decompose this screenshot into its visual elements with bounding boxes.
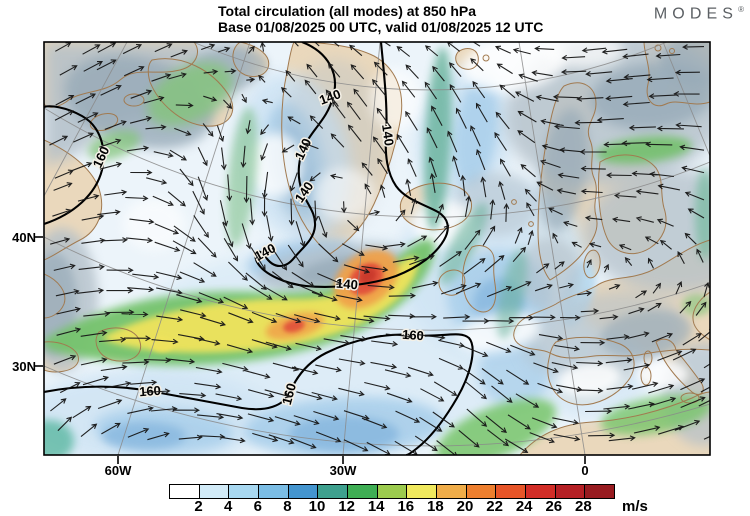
colorbar-area: 2 4 6 8 10 12 14 16 18 20 22 24 26 28 m/s (0, 482, 750, 516)
colorbar-segment (585, 485, 615, 498)
colorbar-tick-value: 2 (194, 498, 203, 515)
y-axis-label: 40N (12, 230, 36, 245)
map-frame (43, 41, 711, 456)
contour-label: 140 (379, 123, 397, 147)
colorbar-tick-value: 14 (367, 498, 385, 515)
contour-label: 160 (139, 383, 162, 399)
colorbar-tick-value: 24 (515, 498, 533, 515)
colorbar-segment (377, 485, 408, 498)
colorbar (169, 484, 615, 499)
colorbar-segment (555, 485, 586, 498)
contour-label: 140 (336, 276, 359, 293)
colorbar-unit: m/s (622, 498, 648, 515)
colorbar-segment (318, 485, 349, 498)
colorbar-tick-value: 20 (456, 498, 474, 515)
x-axis-label: 60W (104, 463, 132, 478)
contour-label: 160 (402, 327, 425, 343)
wind-arrow (49, 42, 710, 455)
colorbar-tick-value: 22 (486, 498, 503, 515)
modes-logo-text: MODES (653, 5, 739, 23)
colorbar-segment (496, 485, 527, 498)
colorbar-segment (199, 485, 230, 498)
colorbar-tick-value: 6 (253, 498, 262, 515)
colorbar-tick-value: 4 (224, 498, 233, 515)
colorbar-tick-value: 16 (397, 498, 415, 515)
colorbar-tick-value: 10 (308, 498, 326, 515)
colorbar-tick-value: 8 (283, 498, 292, 515)
contour-label: 160 (279, 382, 299, 407)
colorbar-tick-value: 26 (545, 498, 563, 515)
colorbar-segment (348, 485, 378, 498)
chart-title: Total circulation (all modes) at 850 hPa (218, 3, 477, 19)
axis-ticks (35, 236, 586, 464)
registered-mark-icon: ® (738, 5, 744, 14)
x-axis-label: 0 (581, 463, 589, 478)
colorbar-segment (466, 485, 497, 498)
wind-vector-field (49, 42, 710, 455)
title-block: Total circulation (all modes) at 850 hPa… (218, 3, 543, 35)
chart-subtitle: Base 01/08/2025 00 UTC, valid 01/08/2025… (218, 19, 544, 35)
colorbar-tick-value: 12 (338, 498, 355, 515)
y-axis-label: 30N (12, 359, 36, 374)
colorbar-segment (259, 485, 289, 498)
modes-logo: MODES® (654, 5, 744, 23)
x-axis-label: 30W (329, 463, 357, 478)
colorbar-tick-value: 28 (575, 498, 592, 515)
colorbar-segment (229, 485, 260, 498)
circulation-contours (44, 42, 474, 455)
colorbar-tick-value: 18 (427, 498, 444, 515)
colorbar-segment (437, 485, 467, 498)
colorbar-segment (288, 485, 319, 498)
colorbar-segment (170, 485, 200, 498)
colorbar-segment (526, 485, 556, 498)
colorbar-segment (407, 485, 438, 498)
